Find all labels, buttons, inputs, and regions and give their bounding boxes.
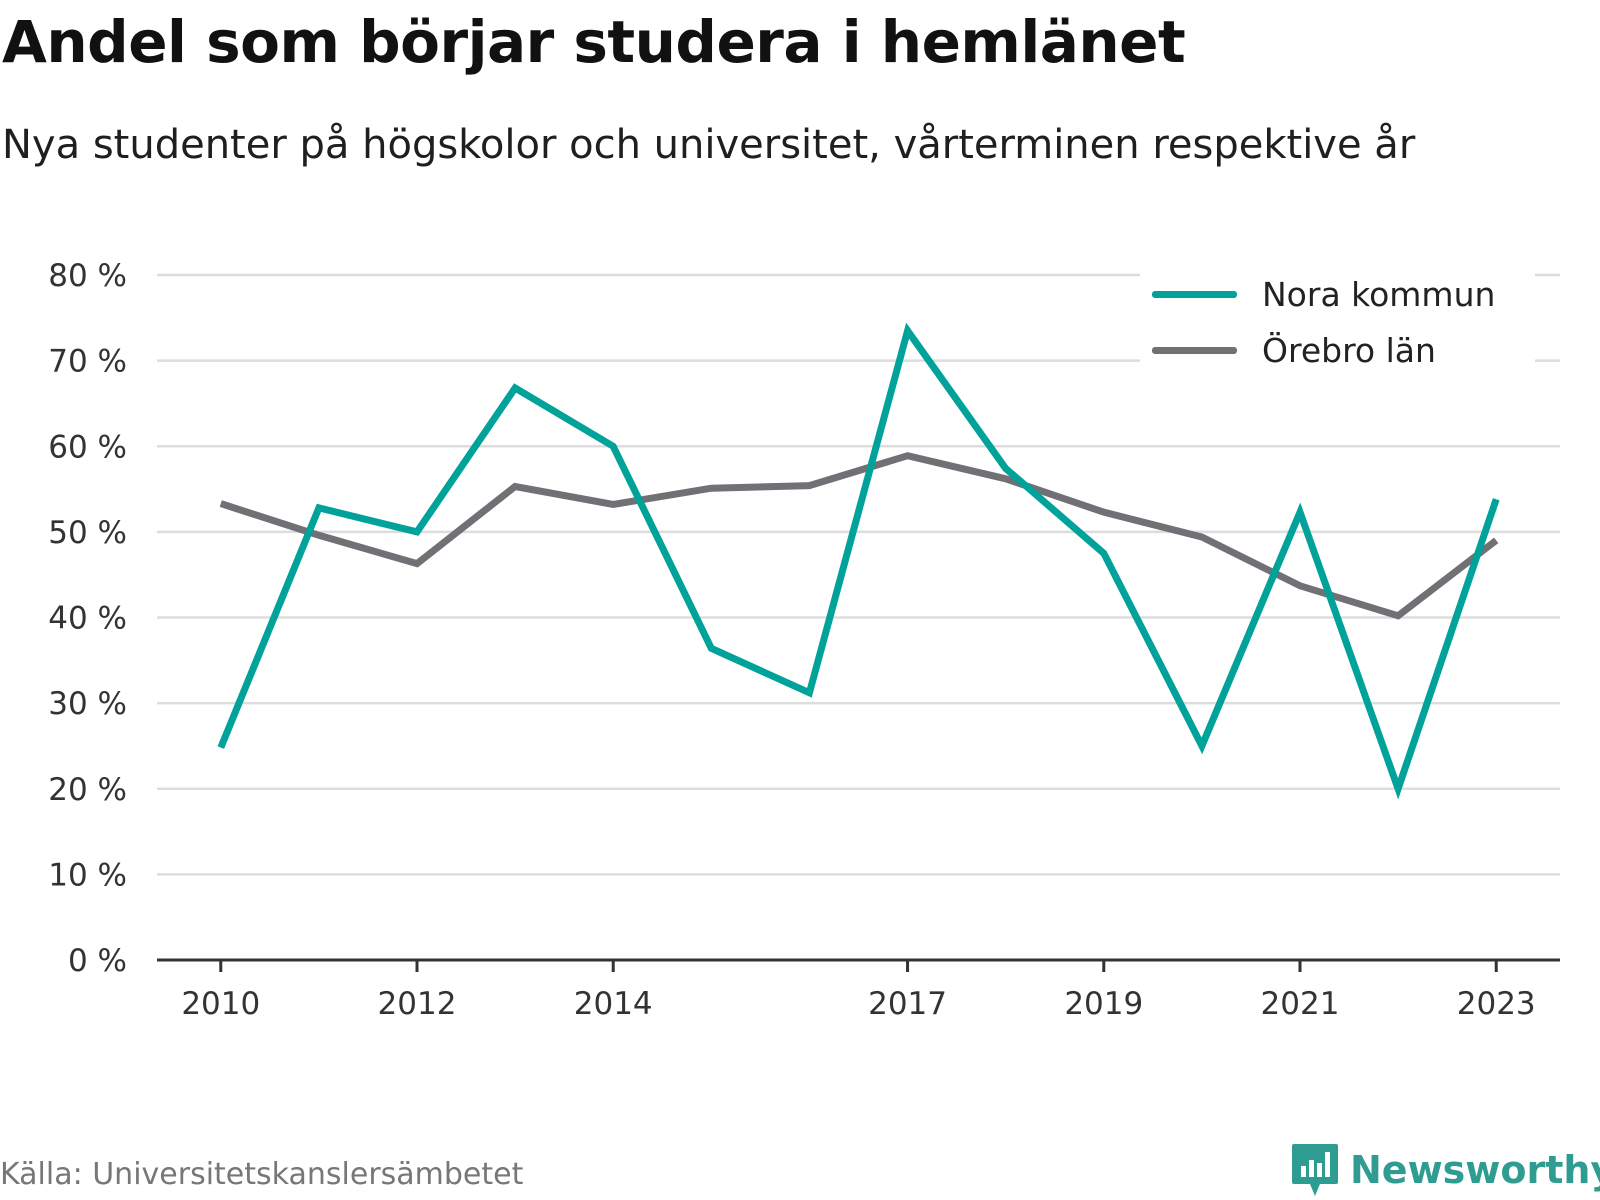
x-tick-label: 2021 [1261,986,1340,1022]
chart-title: Andel som börjar studera i hemlänet [2,8,1186,76]
x-tick-label: 2023 [1457,986,1536,1022]
series-lines [217,322,1500,800]
newsworthy-logo-icon [1292,1144,1338,1196]
brand-name: Newsworthy [1350,1148,1600,1192]
legend-label-nora: Nora kommun [1262,274,1496,314]
x-tick-label: 2010 [181,986,260,1022]
y-tick-label: 50 % [48,515,127,551]
x-tick-label: 2019 [1064,986,1143,1022]
source-note: Källa: Universitetskanslersämbetet [0,1157,524,1192]
brand-logo: Newsworthy [1290,1140,1600,1200]
y-tick-label: 40 % [48,601,127,637]
x-axis [157,958,1560,972]
legend-label-orebro: Örebro län [1262,330,1436,370]
y-tick-label: 0 % [68,943,127,979]
y-tick-label: 70 % [48,344,127,380]
x-tick-label: 2012 [378,986,457,1022]
chart-subtitle: Nya studenter på högskolor och universit… [2,122,1416,168]
y-tick-label: 10 % [48,857,127,893]
y-tick-label: 30 % [48,686,127,722]
x-axis-labels: 2010 2012 2014 2017 2019 2021 2023 [181,986,1535,1022]
x-tick-label: 2017 [868,986,947,1022]
y-tick-label: 60 % [48,429,127,465]
y-tick-label: 80 % [48,258,127,294]
legend-swatch-orebro [1152,346,1237,354]
legend-swatch-nora [1152,290,1237,298]
series-line-orebro-lan [219,452,1499,620]
legend-item-orebro: Örebro län [1152,330,1436,370]
series-line-nora-kommun [217,322,1500,800]
y-axis-labels: 0 % 10 % 20 % 30 % 40 % 50 % 60 % 70 % 80 % [48,258,127,979]
legend-item-nora: Nora kommun [1152,274,1495,314]
y-tick-label: 20 % [48,772,127,808]
legend: Nora kommun Örebro län [1140,268,1535,370]
x-tick-label: 2014 [574,986,653,1022]
